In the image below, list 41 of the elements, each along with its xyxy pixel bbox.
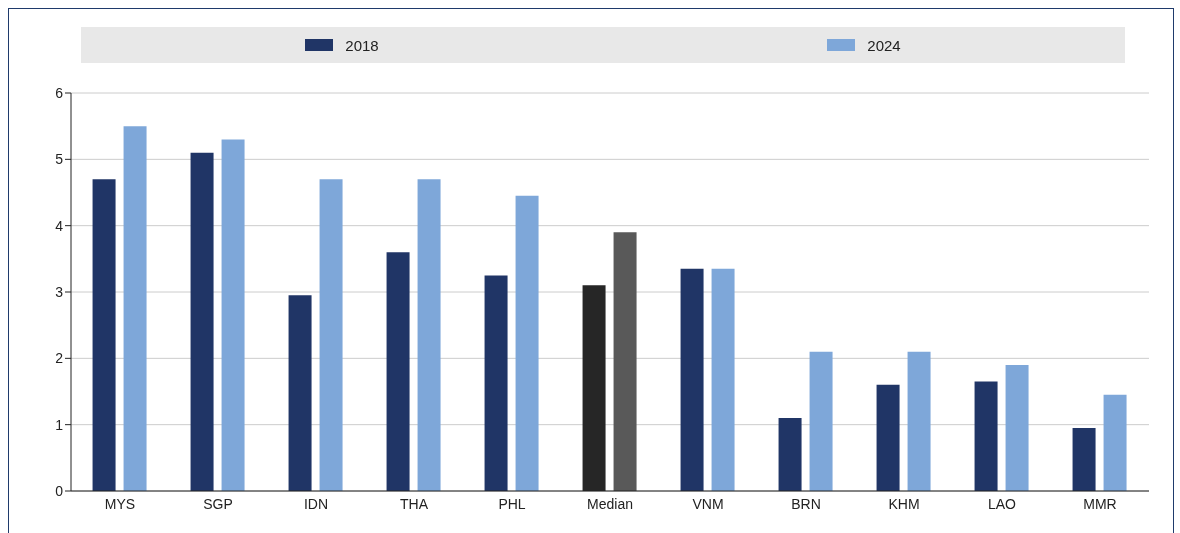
bar	[809, 351, 833, 491]
legend-label: 2018	[344, 36, 379, 54]
bar	[386, 252, 410, 491]
bar	[123, 126, 147, 491]
bar	[288, 295, 312, 491]
bar	[876, 384, 900, 491]
y-tick-label: 3	[55, 283, 64, 300]
x-tick-label: LAO	[987, 495, 1017, 512]
y-tick-label: 1	[55, 416, 64, 433]
y-tick-label: 6	[55, 84, 64, 101]
bar	[221, 139, 245, 491]
x-tick-label: SGP	[203, 495, 233, 512]
x-tick-label: IDN	[303, 495, 329, 512]
bar	[711, 268, 735, 491]
bar	[613, 232, 637, 491]
x-tick-label: VNM	[692, 495, 724, 512]
y-tick-label: 4	[55, 217, 64, 234]
bar	[1072, 427, 1096, 491]
bar	[907, 351, 931, 491]
bar	[778, 418, 802, 491]
x-tick-label: MYS	[104, 495, 136, 512]
y-tick-label: 5	[55, 151, 64, 168]
x-tick-label: MMR	[1083, 495, 1117, 512]
bar	[1005, 364, 1029, 491]
bar	[92, 179, 116, 491]
x-tick-label: BRN	[791, 495, 821, 512]
x-tick-label: PHL	[498, 495, 526, 512]
x-tick-label: KHM	[888, 495, 920, 512]
x-tick-label: Median	[587, 495, 633, 512]
bar	[515, 195, 539, 491]
bar	[1103, 394, 1127, 491]
bar	[484, 275, 508, 491]
bar	[319, 179, 343, 491]
y-tick-label: 0	[55, 482, 64, 499]
bar	[974, 381, 998, 491]
bar	[680, 268, 704, 491]
x-tick-label: THA	[400, 495, 429, 512]
bar	[190, 152, 214, 491]
legend-label: 2024	[866, 36, 901, 54]
bar	[417, 179, 441, 491]
y-tick-label: 2	[55, 350, 64, 367]
